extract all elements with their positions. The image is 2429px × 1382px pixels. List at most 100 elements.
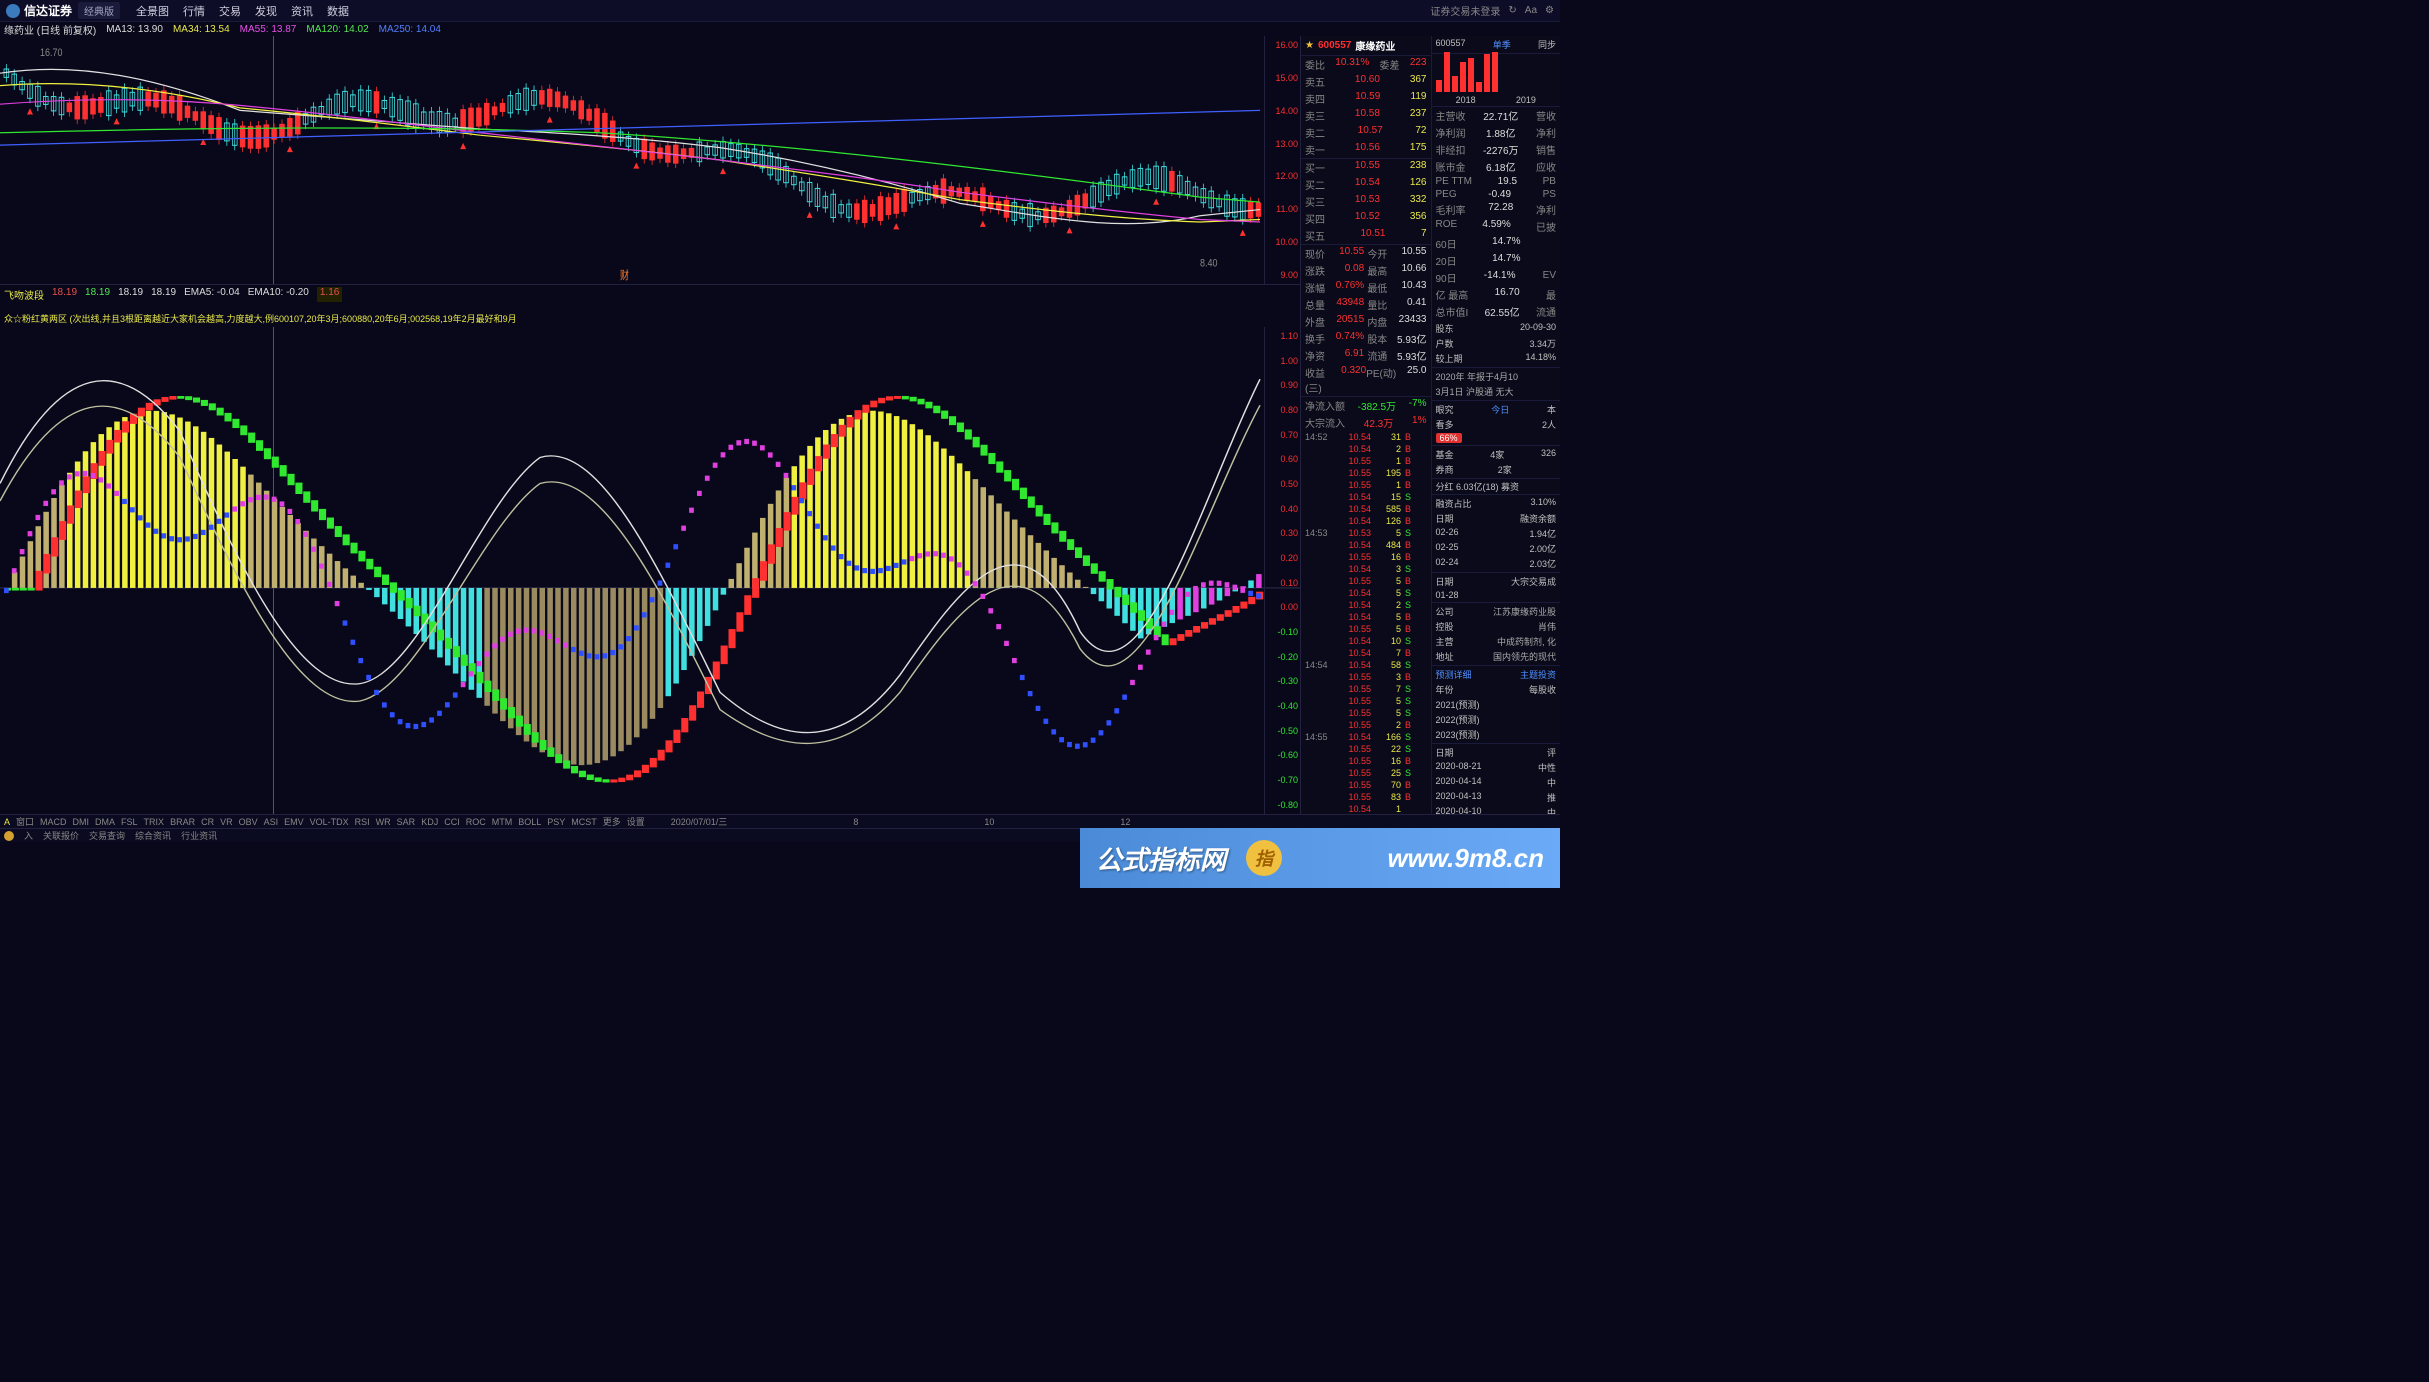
quote-column: ★ 600557 康缘药业 委比 10.31% 委差 223 卖五10.6036… [1301, 36, 1431, 814]
indicator-tab[interactable]: 窗口 [16, 815, 34, 828]
indicator-tab[interactable]: RSI [355, 817, 370, 827]
indicator-tab[interactable]: EMV [284, 817, 304, 827]
order-level[interactable]: 买一10.55238 [1301, 159, 1431, 176]
tick-row: 10.547B [1301, 647, 1431, 659]
indicator-tab[interactable]: VOL-TDX [310, 817, 349, 827]
tab-sync[interactable]: 同步 [1538, 38, 1556, 51]
quote-grid: 现价10.55今开10.55涨跌0.08最高10.66涨幅0.76%最低10.4… [1301, 245, 1431, 396]
order-level[interactable]: 卖一10.56175 [1301, 141, 1431, 158]
stock-code[interactable]: 600557 [1318, 40, 1351, 51]
tick-row: 10.555S [1301, 707, 1431, 719]
indicator-tab[interactable]: MACD [40, 817, 67, 827]
date-label: 2020/07/01/三 [671, 815, 728, 828]
tick-row: 10.542S [1301, 599, 1431, 611]
tick-row: 10.541 [1301, 803, 1431, 814]
tick-row: 10.555B [1301, 575, 1431, 587]
order-level[interactable]: 卖四10.59119 [1301, 90, 1431, 107]
metric-row: 毛利率72.28净利 [1432, 201, 1561, 218]
osc-v3: 18.19 [118, 287, 143, 302]
theme-link[interactable]: 主题投资 [1520, 668, 1556, 681]
order-level[interactable]: 买二10.54126 [1301, 176, 1431, 193]
top-menu-bar: 信达证券 经典版 全景图行情交易发现资讯数据 证券交易未登录 ↻ Aa ⚙ [0, 0, 1560, 22]
indicator-tab[interactable]: VR [220, 817, 233, 827]
order-level[interactable]: 卖五10.60367 [1301, 73, 1431, 90]
net-flow-row: 净流入额 -382.5万 -7% [1301, 397, 1431, 414]
metric-row: 90日-14.1%EV [1432, 269, 1561, 286]
indicator-tab[interactable]: SAR [397, 817, 416, 827]
order-level[interactable]: 买三10.53332 [1301, 193, 1431, 210]
menu-item[interactable]: 发现 [255, 3, 277, 19]
indicator-tab[interactable]: OBV [239, 817, 258, 827]
metric-row: PE TTM19.5PB [1432, 175, 1561, 188]
tick-row: 14:5510.54166S [1301, 731, 1431, 743]
indicator-tab[interactable]: A [4, 817, 10, 827]
order-level[interactable]: 卖三10.58237 [1301, 107, 1431, 124]
tab-quarter[interactable]: 单季 [1493, 38, 1511, 51]
star-icon[interactable]: ★ [1305, 40, 1314, 51]
indicator-tab[interactable]: BRAR [170, 817, 195, 827]
order-level[interactable]: 买五10.517 [1301, 227, 1431, 244]
font-icon[interactable]: Aa [1525, 5, 1537, 16]
dividend-block: 分红 6.03亿(18) 募资 [1432, 479, 1561, 495]
forecast-link[interactable]: 预测详细 [1436, 668, 1472, 681]
tick-row: 10.553B [1301, 671, 1431, 683]
tick-row: 10.543S [1301, 563, 1431, 575]
bottom-tab[interactable]: 关联报价 [43, 829, 79, 842]
kline-chart[interactable]: 16.70 8.40 财 16.0015.0014.0013.0012.0011… [0, 36, 1300, 285]
watermark-text: 公式指标网 [1096, 840, 1226, 877]
tick-row: 14:5410.5458S [1301, 659, 1431, 671]
sentiment-badge: 66% [1436, 433, 1462, 443]
indicator-tab[interactable]: CR [201, 817, 214, 827]
bottom-tab[interactable]: 综合资讯 [135, 829, 171, 842]
settings-icon[interactable]: ⚙ [1545, 5, 1554, 16]
bottom-tab[interactable]: 行业资讯 [181, 829, 217, 842]
oscillator-chart[interactable]: 1.101.000.900.800.700.600.500.400.300.20… [0, 327, 1300, 814]
indicator-tab[interactable]: WR [376, 817, 391, 827]
indicator-tab[interactable]: MTM [492, 817, 513, 827]
menu-item[interactable]: 全景图 [136, 3, 169, 19]
stock-name[interactable]: 康缘药业 [1355, 38, 1395, 53]
quote-row: 收益(三)0.320PE(动)25.0 [1301, 364, 1431, 396]
app-logo: 信达证券 [6, 2, 72, 19]
order-level[interactable]: 买四10.52356 [1301, 210, 1431, 227]
indicator-tab[interactable]: MCST [571, 817, 597, 827]
tick-row: 10.5516B [1301, 551, 1431, 563]
indicator-tab[interactable]: PSY [547, 817, 565, 827]
tick-row: 10.5570B [1301, 779, 1431, 791]
upper-chart-legend: 缘药业 (日线 前复权) MA13: 13.90 MA34: 13.54 MA5… [0, 22, 1560, 36]
menu-item[interactable]: 资讯 [291, 3, 313, 19]
tab-today[interactable]: 今日 [1491, 403, 1509, 416]
indicator-tab[interactable]: DMA [95, 817, 115, 827]
lower-y-axis: 1.101.000.900.800.700.600.500.400.300.20… [1264, 327, 1300, 814]
osc-name: 飞吻波段 [4, 287, 44, 302]
bottom-tab[interactable]: 入 [24, 829, 33, 842]
ma250-label: MA250: 14.04 [379, 24, 441, 35]
indicator-tab[interactable]: ASI [264, 817, 279, 827]
indicator-tab[interactable]: CCI [444, 817, 460, 827]
bottom-tab[interactable]: 交易查询 [89, 829, 125, 842]
indicator-tab[interactable]: 设置 [627, 815, 645, 828]
tick-row: 10.5522S [1301, 743, 1431, 755]
oscillator-svg [0, 327, 1300, 814]
login-status[interactable]: 证券交易未登录 [1430, 3, 1500, 18]
refresh-icon[interactable]: ↻ [1508, 5, 1516, 16]
indicator-tab[interactable]: ROC [466, 817, 486, 827]
tick-row: 10.551B [1301, 455, 1431, 467]
right-panel: ★ 600557 康缘药业 委比 10.31% 委差 223 卖五10.6036… [1300, 36, 1560, 814]
menu-item[interactable]: 行情 [183, 3, 205, 19]
indicator-tab[interactable]: FSL [121, 817, 138, 827]
metric-row: 净利润1.88亿净利 [1432, 124, 1561, 141]
menu-item[interactable]: 数据 [327, 3, 349, 19]
metric-row: 总市值I62.55亿流通 [1432, 303, 1561, 320]
indicator-tab[interactable]: KDJ [421, 817, 438, 827]
info-column: 600557 单季 同步 2018 2019 主营收22.71亿营收净利润1.8… [1431, 36, 1561, 814]
indicator-tab[interactable]: 更多 [603, 815, 621, 828]
order-level[interactable]: 卖二10.5772 [1301, 124, 1431, 141]
indicator-tab[interactable]: BOLL [518, 817, 541, 827]
quote-row: 净资6.91流通5.93亿 [1301, 347, 1431, 364]
indicator-tab[interactable]: TRIX [144, 817, 165, 827]
menu-item[interactable]: 交易 [219, 3, 241, 19]
indicator-tab[interactable]: DMI [73, 817, 90, 827]
version-badge[interactable]: 经典版 [78, 2, 120, 19]
tick-row: 10.542B [1301, 443, 1431, 455]
